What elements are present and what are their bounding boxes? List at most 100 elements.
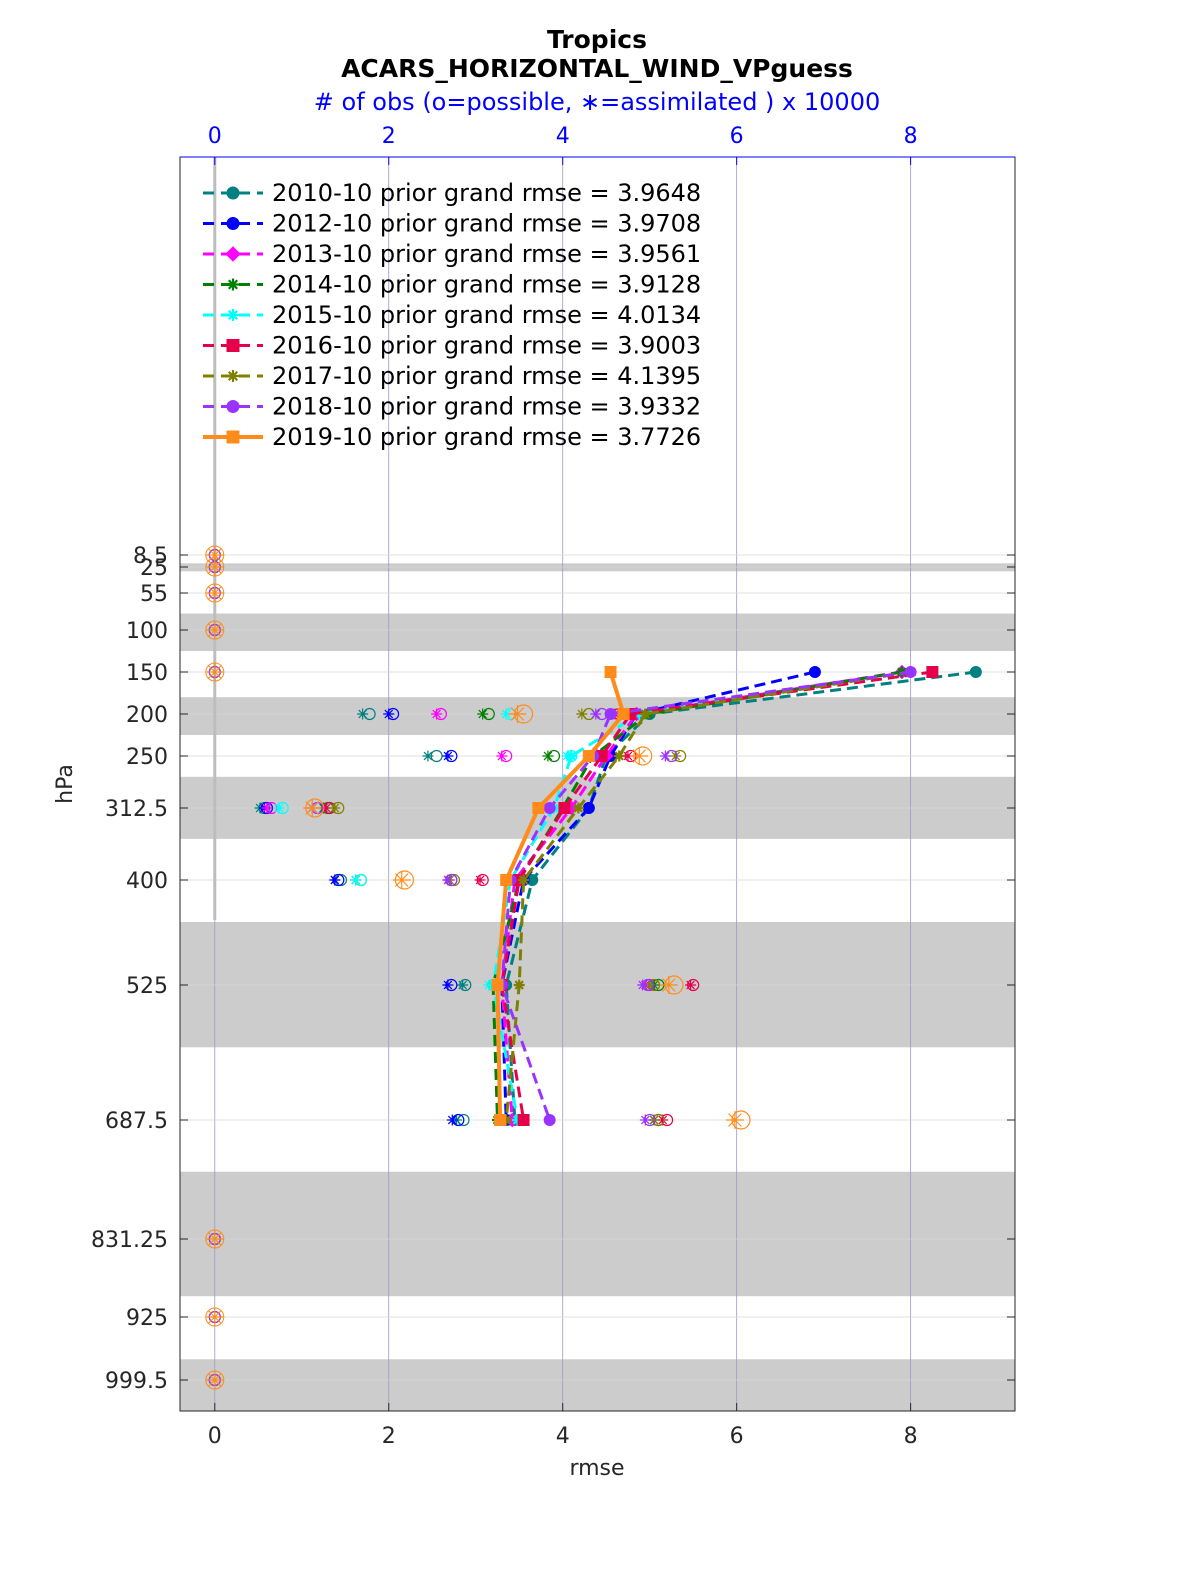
legend: 2010-10 prior grand rmse = 3.9648 2012-10… [203, 179, 701, 451]
obs-assimilated-2019-10-4 [659, 976, 678, 994]
rmse-point-2015-10-2 [565, 750, 577, 762]
rmse-point-2012-10-0 [808, 666, 821, 678]
obs-assimilated-2019-10-0 [508, 705, 527, 723]
rmse-point-2019-10-5 [491, 979, 504, 991]
top-tick-label-2: 4 [556, 124, 570, 149]
obs-assimilated-2010-10-4 [457, 979, 469, 991]
legend-label-2010-10: 2010-10 prior grand rmse = 3.9648 [272, 179, 701, 207]
y-tick-label-3: 100 [126, 619, 168, 644]
rmse-line-2014-10 [491, 670, 903, 1121]
obs-zero-assim-2019-10-0 [205, 546, 224, 564]
obs-assimilated-2019-10-2 [303, 799, 322, 817]
legend-marker-2014-10 [227, 278, 239, 291]
legend-label-2012-10: 2012-10 prior grand rmse = 3.9708 [272, 210, 701, 238]
y-tick-label-1: 25 [140, 556, 168, 581]
plot-frame [179, 157, 1016, 1412]
rmse-point-2017-10-4 [518, 874, 530, 886]
rmse-series [487, 664, 982, 1128]
obs-assimilated-2017-10-1 [670, 750, 682, 762]
obs-assimilated-2017-10-4 [644, 979, 656, 991]
obs-assimilated-2012-10-3 [329, 874, 341, 886]
y-tick-label-9: 525 [126, 974, 168, 999]
shaded-bands [180, 563, 1015, 1411]
rmse-point-2018-10-6 [543, 1114, 556, 1126]
y-tick-label-13: 999.5 [105, 1369, 168, 1394]
rmse-point-2019-10-0 [604, 666, 617, 678]
y-tick-label-8: 400 [126, 869, 168, 894]
obs-assimilated-2016-10-3 [474, 874, 486, 886]
legend-marker-2013-10 [225, 246, 241, 262]
rmse-line-2018-10 [500, 670, 911, 1121]
y-axis-label: hPa [53, 764, 78, 804]
rmse-point-2019-10-2 [582, 750, 595, 762]
obs-assimilated-2014-10-0 [477, 708, 489, 720]
obs-assimilated-2010-10-0 [357, 708, 369, 720]
rmse-line-2017-10 [504, 670, 911, 1121]
obs-assimilated-2012-10-5 [446, 1114, 458, 1126]
rmse-point-2017-10-3 [572, 802, 584, 814]
obs-assimilated-2010-10-1 [422, 750, 434, 762]
obs-assimilated-2015-10-2 [273, 802, 285, 814]
rmse-line-2015-10 [491, 670, 911, 1121]
obs-zero-assim-2019-10-2 [205, 584, 224, 602]
legend-marker-2016-10 [226, 339, 240, 352]
y-tick-label-5: 200 [126, 703, 168, 728]
legend-marker-2019-10 [226, 430, 240, 444]
top-tick-label-0: 0 [208, 124, 222, 149]
obs-assimilated-2012-10-4 [442, 979, 454, 991]
obs-assimilated-2018-10-1 [659, 750, 671, 762]
y-tick-label-7: 312.5 [105, 797, 168, 822]
obs-zero-assim-2019-10-7 [205, 1371, 224, 1389]
y-tick-label-10: 687.5 [105, 1109, 168, 1134]
shaded-band-1 [180, 613, 1015, 651]
chart-region-title: Tropics [547, 25, 647, 54]
x-tick-label-0: 0 [208, 1424, 222, 1449]
rmse-point-2015-10-6 [511, 1114, 523, 1126]
obs-assimilated-2017-10-2 [329, 802, 341, 814]
obs-assimilated-2016-10-4 [685, 979, 697, 991]
shaded-band-6 [180, 1359, 1015, 1411]
rmse-point-2016-10-3 [558, 802, 571, 814]
rmse-line-2012-10 [500, 670, 816, 1121]
obs-assimilated-2018-10-4 [637, 979, 649, 991]
rmse-point-2010-10-0 [969, 666, 982, 678]
obs-assimilated-2019-10-1 [630, 747, 649, 765]
obs-assimilated-2014-10-1 [542, 750, 554, 762]
rmse-point-2018-10-0 [904, 666, 917, 678]
obs-zero-assim-2019-10-4 [205, 663, 224, 681]
obs-assimilated-2018-10-3 [442, 874, 454, 886]
legend-label-2015-10: 2015-10 prior grand rmse = 4.0134 [272, 301, 701, 329]
rmse-line-2016-10 [500, 670, 933, 1121]
y-tick-label-2: 55 [140, 582, 168, 607]
rmse-point-2016-10-0 [926, 666, 939, 678]
y-tick-label-0: 8.5 [133, 544, 168, 569]
legend-marker-2017-10 [227, 370, 239, 382]
legend-marker-2015-10 [227, 309, 239, 321]
legend-marker-2010-10 [226, 186, 240, 200]
x-tick-label-4: 8 [904, 1424, 918, 1449]
rmse-point-2019-10-1 [617, 708, 630, 720]
obs-assimilated-2017-10-0 [576, 708, 588, 720]
legend-label-2014-10: 2014-10 prior grand rmse = 3.9128 [272, 271, 701, 299]
obs-assimilated-2012-10-1 [442, 750, 454, 762]
top-tick-label-1: 2 [382, 124, 396, 149]
obs-assimilated-2016-10-1 [622, 750, 634, 762]
legend-label-2017-10: 2017-10 prior grand rmse = 4.1395 [272, 362, 701, 390]
y-tick-label-12: 925 [126, 1306, 168, 1331]
top-tick-label-3: 6 [730, 124, 744, 149]
obs-assimilated-2015-10-0 [500, 708, 512, 720]
rmse-line-2013-10 [500, 670, 903, 1121]
rmse-point-2019-10-4 [500, 874, 513, 886]
rmse-point-2012-10-3 [582, 802, 595, 814]
rmse-point-2018-10-3 [543, 802, 556, 814]
shaded-band-5 [180, 1171, 1015, 1297]
legend-marker-2018-10 [226, 400, 240, 413]
obs-assimilated-2018-10-5 [639, 1114, 651, 1126]
legend-label-2019-10: 2019-10 prior grand rmse = 3.7726 [272, 423, 701, 451]
rmse-point-2016-10-6 [517, 1114, 530, 1126]
chart-title: ACARS_HORIZONTAL_WIND_VPguess [341, 54, 853, 83]
x-tick-label-2: 4 [556, 1424, 570, 1449]
rmse-point-2017-10-2 [613, 750, 625, 762]
legend-label-2018-10: 2018-10 prior grand rmse = 3.9332 [272, 393, 701, 421]
